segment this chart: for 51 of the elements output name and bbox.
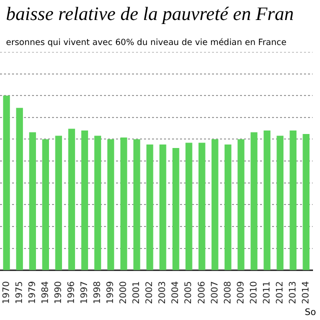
bar bbox=[3, 96, 10, 270]
bar bbox=[185, 142, 192, 270]
bar bbox=[238, 139, 244, 270]
bar bbox=[16, 108, 23, 270]
x-tick-label: 2002 bbox=[145, 281, 156, 304]
x-tick-label: 2001 bbox=[132, 281, 142, 304]
x-tick-label: 2009 bbox=[236, 280, 246, 304]
x-tick-label: 1999 bbox=[106, 280, 116, 304]
bar bbox=[172, 148, 180, 270]
bar bbox=[81, 130, 88, 270]
x-tick-label: 2014 bbox=[301, 280, 312, 304]
x-tick-label: 2010 bbox=[249, 280, 260, 304]
x-tick-label: 2004 bbox=[171, 280, 182, 304]
bar bbox=[198, 142, 206, 270]
x-tick-label: 1970 bbox=[2, 280, 12, 304]
x-tick-label: 2000 bbox=[119, 280, 130, 304]
bar bbox=[302, 134, 310, 270]
x-tick-label: 2013 bbox=[288, 281, 298, 304]
bar bbox=[224, 144, 232, 270]
bar bbox=[250, 132, 258, 270]
bar bbox=[264, 130, 270, 270]
bar bbox=[55, 136, 62, 270]
bar bbox=[133, 139, 140, 270]
x-tick-label: 1984 bbox=[40, 280, 51, 304]
x-tick-label: 1998 bbox=[93, 280, 104, 304]
bar bbox=[212, 139, 218, 270]
x-tick-label: 2012 bbox=[275, 281, 286, 304]
x-tick-label: 1997 bbox=[80, 281, 90, 304]
bar bbox=[29, 132, 36, 270]
bar bbox=[146, 144, 154, 270]
chart-subtitle: ersonnes qui vivent avec 60% du niveau de vie médian en France bbox=[6, 38, 286, 48]
x-tick-label: 2007 bbox=[210, 281, 220, 304]
bar bbox=[42, 139, 49, 270]
bar bbox=[107, 139, 114, 270]
bar bbox=[290, 130, 296, 270]
bar bbox=[94, 136, 102, 270]
bar bbox=[120, 137, 128, 270]
x-tick-label: 1990 bbox=[54, 280, 64, 304]
x-tick-label: 2008 bbox=[223, 280, 234, 304]
bar bbox=[159, 144, 166, 270]
x-tick-label: 1996 bbox=[66, 280, 77, 304]
chart-title: baisse relative de la pauvreté en Fran bbox=[6, 4, 294, 26]
text: So bbox=[304, 308, 316, 318]
x-tick-label: 2005 bbox=[184, 281, 194, 304]
x-tick-label: 1979 bbox=[28, 280, 38, 304]
bar bbox=[276, 136, 284, 270]
bar bbox=[68, 128, 76, 270]
x-tick-label: 2011 bbox=[262, 281, 272, 304]
x-tick-label: 2006 bbox=[197, 280, 208, 304]
x-tick-label: 2003 bbox=[158, 281, 168, 304]
x-tick-label: 1975 bbox=[14, 281, 25, 304]
